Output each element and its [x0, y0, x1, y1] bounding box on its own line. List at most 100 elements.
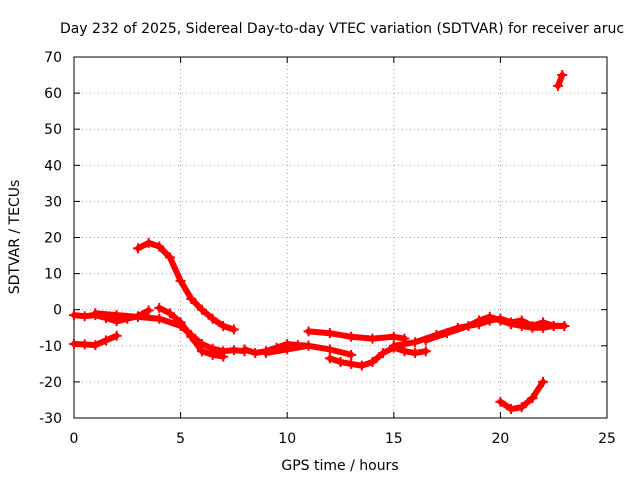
data-point [538, 376, 549, 387]
series-arc-2 [69, 330, 122, 351]
data-point [335, 357, 346, 368]
data-point [164, 308, 175, 319]
data-point [378, 348, 389, 359]
data-point [207, 349, 218, 360]
data-point [143, 305, 154, 316]
data-point [175, 317, 186, 328]
data-point [154, 313, 165, 324]
y-tick-label: 20 [44, 231, 62, 247]
data-point [367, 333, 378, 344]
y-tick-label: 30 [44, 194, 62, 210]
series-arc-15 [552, 70, 568, 91]
data-point [367, 357, 378, 368]
chart-title: Day 232 of 2025, Sidereal Day-to-day VTE… [60, 21, 624, 37]
data-point [463, 320, 474, 331]
data-point [388, 331, 399, 342]
data-point [196, 304, 207, 315]
data-point [303, 326, 314, 337]
data-point [164, 252, 175, 263]
data-point [90, 308, 101, 319]
data-point [324, 344, 335, 355]
x-tick-label: 0 [70, 431, 79, 447]
y-tick-label: 50 [44, 122, 62, 138]
data-point [228, 324, 239, 335]
data-point [516, 320, 527, 331]
series-arc-3 [132, 237, 239, 335]
series-arc-8 [303, 326, 410, 344]
data-point [154, 241, 165, 252]
data-point [218, 351, 229, 362]
data-point [111, 330, 122, 341]
y-tick-label: -20 [39, 375, 62, 391]
data-point [474, 315, 485, 326]
data-point [175, 275, 186, 286]
series-arc-13 [495, 315, 570, 333]
series-line [135, 239, 237, 333]
x-tick-label: 5 [176, 431, 185, 447]
data-point [132, 311, 143, 322]
data-point [346, 331, 357, 342]
data-point [186, 293, 197, 304]
data-point [79, 339, 90, 350]
data-point [132, 243, 143, 254]
data-point [154, 302, 165, 313]
data-point [324, 353, 335, 364]
data-point [557, 70, 568, 81]
data-point [143, 237, 154, 248]
data-point [388, 340, 399, 351]
data-point [484, 315, 495, 326]
data-point [282, 344, 293, 355]
y-tick-label: -30 [39, 411, 62, 427]
data-point [495, 396, 506, 407]
data-point [506, 319, 517, 330]
data-point [196, 346, 207, 357]
y-tick-label: -10 [39, 339, 62, 355]
data-point [207, 313, 218, 324]
x-tick-label: 25 [598, 431, 616, 447]
series-line [326, 344, 429, 369]
data-point [218, 320, 229, 331]
series-arc-9 [324, 342, 431, 371]
y-tick-label: 40 [44, 158, 62, 174]
data-point [420, 335, 431, 346]
data-point [346, 358, 357, 369]
data-point [324, 328, 335, 339]
series-arc-14 [495, 376, 549, 414]
data-point [410, 337, 421, 348]
data-point [410, 348, 421, 359]
data-point [79, 311, 90, 322]
data-point [548, 320, 559, 331]
data-point [442, 328, 453, 339]
x-tick-label: 15 [385, 431, 403, 447]
x-tick-label: 10 [278, 431, 296, 447]
data-point [186, 331, 197, 342]
data-point [69, 310, 79, 321]
data-point [527, 322, 538, 333]
data-point [100, 335, 111, 346]
series-arc-5 [154, 302, 229, 362]
x-tick-label: 20 [491, 431, 509, 447]
y-tick-label: 70 [44, 50, 62, 66]
data-point [239, 344, 250, 355]
series-arc-11 [420, 311, 506, 346]
data-point [420, 346, 431, 357]
data-point [228, 345, 239, 356]
x-axis-label: GPS time / hours [281, 458, 398, 474]
data-point [356, 360, 367, 371]
data-point [346, 349, 357, 360]
data-point [538, 322, 549, 333]
y-tick-label: 0 [53, 303, 62, 319]
data-point [260, 348, 271, 359]
data-point [90, 340, 101, 351]
data-point [303, 340, 314, 351]
y-tick-label: 10 [44, 267, 62, 283]
data-point [559, 320, 570, 331]
data-point [250, 348, 261, 359]
data-point [552, 80, 563, 91]
y-axis-label: SDTVAR / TECUs [7, 180, 23, 295]
data-point [495, 315, 506, 326]
data-series [69, 70, 570, 414]
axis-ticks: 0 5 10 15 20 25 -30 -20 -10 0 10 20 30 40 50 60 70 [39, 50, 616, 447]
data-point [516, 402, 527, 413]
